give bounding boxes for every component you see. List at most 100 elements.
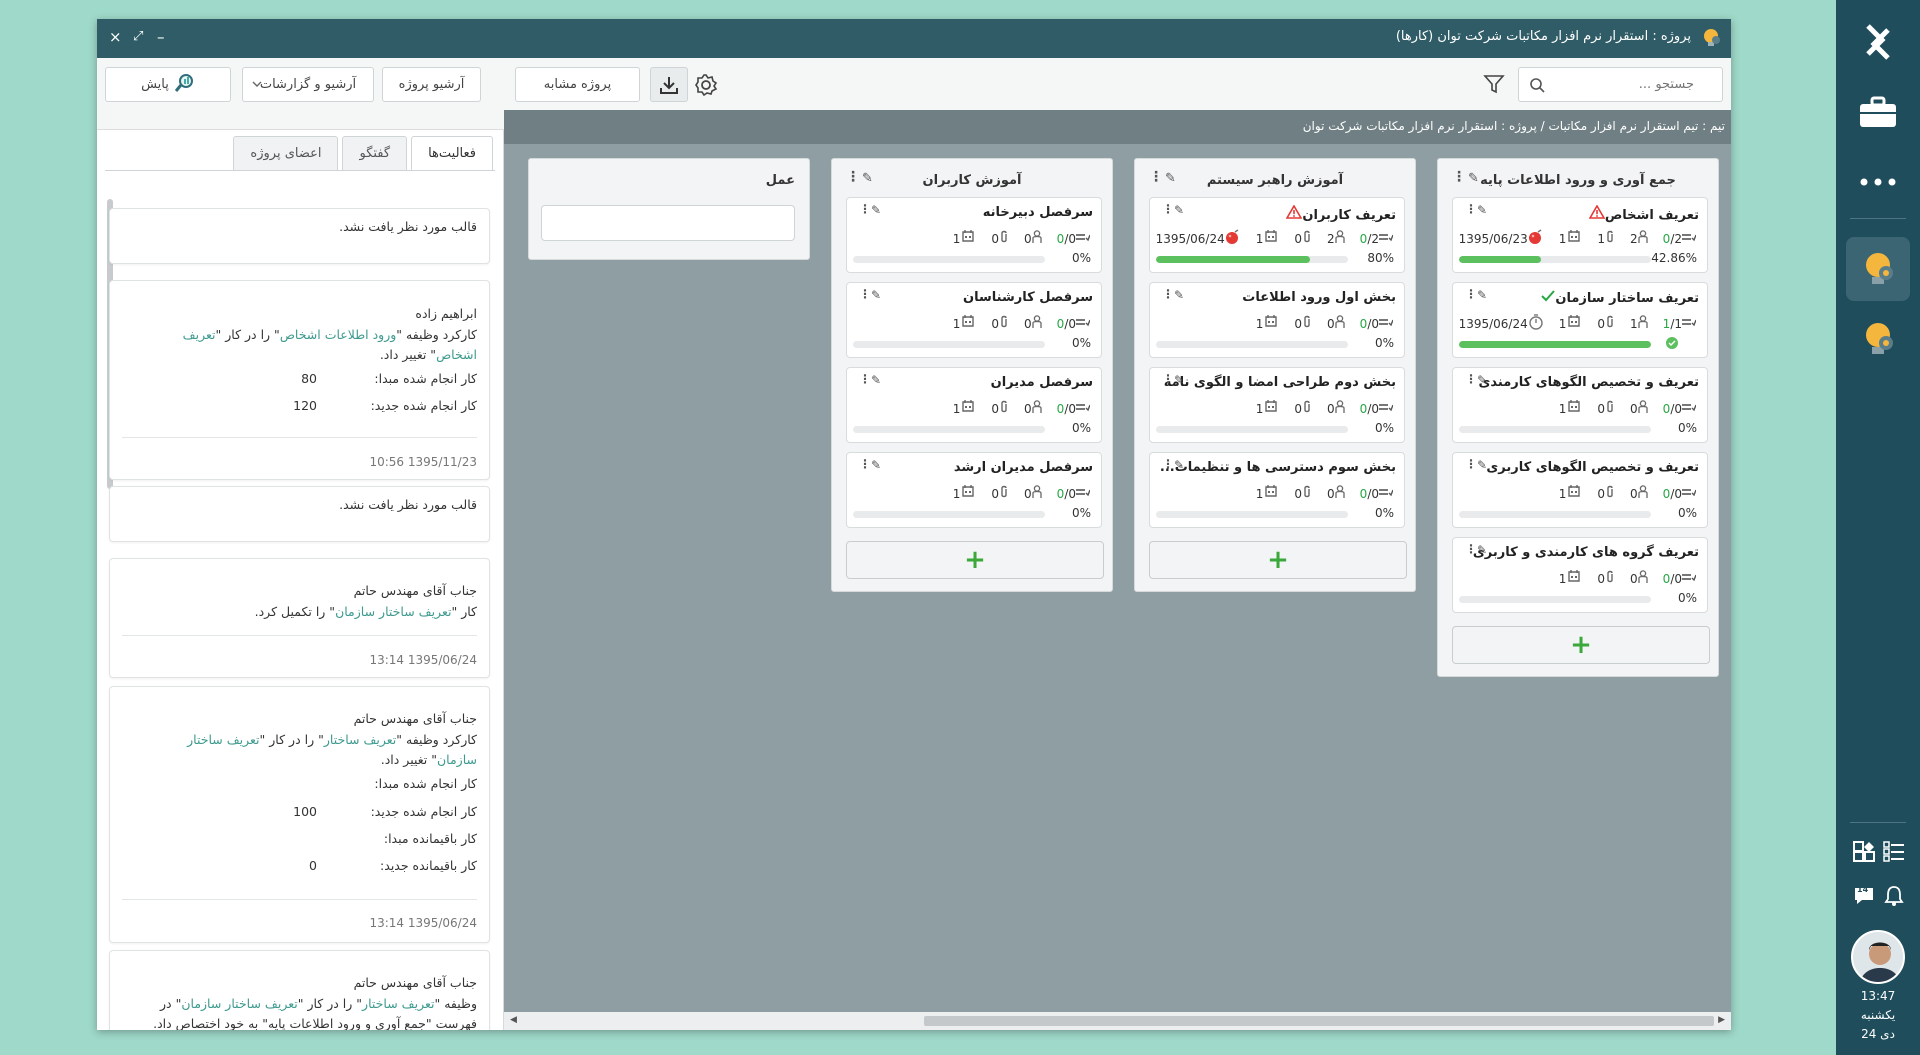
kv-key: کار باقیمانده جدید: <box>380 858 477 873</box>
feed-link[interactable]: تعریف ساختار سازمان <box>181 996 298 1011</box>
edit-task-icon[interactable]: ✎ <box>1174 458 1185 472</box>
briefcase-icon[interactable] <box>1846 80 1910 144</box>
task-menu-icon[interactable]: ⋮ <box>859 372 871 386</box>
progress-fill <box>1459 341 1651 348</box>
task-card[interactable]: تعریف و تخصیص الگوهای کارمندی ✎ ⋮ 0/0 0 0 1 0% <box>1452 367 1708 443</box>
progress-percent: 42.86% <box>1651 251 1697 265</box>
task-card[interactable]: بخش اول ورود اطلاعات ✎ ⋮ 0/0 0 0 1 0% <box>1149 282 1405 358</box>
edit-task-icon[interactable]: ✎ <box>1174 288 1185 302</box>
edit-task-icon[interactable]: ✎ <box>1174 373 1185 387</box>
horizontal-scrollbar[interactable]: ◀ ▶ <box>504 1012 1731 1030</box>
edit-task-icon[interactable]: ✎ <box>871 288 882 302</box>
task-menu-icon[interactable]: ⋮ <box>1465 372 1477 386</box>
edit-task-icon[interactable]: ✎ <box>1174 203 1185 217</box>
feed-link[interactable]: تعریف ساختار <box>187 732 260 747</box>
task-menu-icon[interactable]: ⋮ <box>1162 372 1174 386</box>
task-menu-icon[interactable]: ⋮ <box>859 202 871 216</box>
scroll-right-icon[interactable]: ▶ <box>1718 1015 1725 1025</box>
messages-icon[interactable]: 14 <box>1850 882 1878 910</box>
subtasks-total: /2 <box>1367 232 1379 246</box>
task-card[interactable]: سرفصل کارشناسان ✎ ⋮ 0/0 0 0 1 0% <box>846 282 1102 358</box>
more-icon[interactable] <box>1846 150 1910 214</box>
task-menu-icon[interactable]: ⋮ <box>859 457 871 471</box>
task-card[interactable]: تعریف و تخصیص الگوهای کاربری ✎ ⋮ 0/0 0 0 1 0% <box>1452 452 1708 528</box>
column-menu-icon[interactable]: ⋮ <box>1149 169 1163 185</box>
task-card[interactable]: بخش سوم دسترسی ها و تنظیمات... ✎ ⋮ 0/0 0 0 1 0% <box>1149 452 1405 528</box>
tab-project-members[interactable]: اعضای پروژه <box>233 136 339 170</box>
task-list-icon[interactable] <box>1880 838 1908 866</box>
task-menu-icon[interactable]: ⋮ <box>1162 287 1174 301</box>
widgets-icon[interactable] <box>1850 838 1878 866</box>
stat-value: 2 <box>1327 232 1335 246</box>
task-menu-icon[interactable]: ⋮ <box>1465 457 1477 471</box>
close-button[interactable]: × <box>109 28 122 46</box>
search-icon <box>1529 77 1545 96</box>
task-menu-icon[interactable]: ⋮ <box>1162 457 1174 471</box>
column-menu-icon[interactable]: ⋮ <box>1452 169 1466 185</box>
search-input[interactable] <box>1544 68 1694 101</box>
scrollbar-thumb[interactable] <box>924 1016 1714 1026</box>
avatar[interactable] <box>1851 930 1905 984</box>
subtasks-done: 0 <box>1056 232 1065 246</box>
feed-user: جناب آقای مهندس حاتم <box>353 583 477 598</box>
project-icon-active[interactable] <box>1846 237 1910 301</box>
settings-gear-icon[interactable] <box>694 73 718 100</box>
archive-reports-dropdown[interactable]: آرشیو و گزارشات <box>242 67 374 102</box>
tab-activities[interactable]: فعالیت‌ها <box>411 136 493 170</box>
new-column-input[interactable] <box>541 205 795 241</box>
comments-icon <box>1263 315 1279 333</box>
task-menu-icon[interactable]: ⋮ <box>1465 202 1477 216</box>
task-card[interactable]: تعریف اشخاص ✎ ⋮ 0/2 2 1 1 1395/06/23 42.86% <box>1452 197 1708 273</box>
feed-link[interactable]: تعریف <box>182 327 216 342</box>
feed-divider <box>122 635 477 636</box>
edit-task-icon[interactable]: ✎ <box>871 203 882 217</box>
task-card[interactable]: سرفصل مدیران ✎ ⋮ 0/0 0 0 1 0% <box>846 367 1102 443</box>
add-task-button[interactable]: + <box>1452 626 1710 664</box>
monitor-button[interactable]: پایش <box>105 67 231 102</box>
feed-link[interactable]: تعریف ساختار <box>323 732 397 747</box>
feed-link[interactable]: ورود اطلاعات اشخاص <box>279 327 397 342</box>
column-menu-icon[interactable]: ⋮ <box>846 169 860 185</box>
task-menu-icon[interactable]: ⋮ <box>1162 202 1174 216</box>
edit-task-icon[interactable]: ✎ <box>1477 543 1488 557</box>
subtasks-icon <box>1076 317 1091 332</box>
add-task-button[interactable]: + <box>1149 541 1407 579</box>
task-card[interactable]: بخش دوم طراحی امضا و الگوی نامه ✎ ⋮ 0/0 0 0 1 0… <box>1149 367 1405 443</box>
archive-project-button[interactable]: آرشیو پروژه <box>382 67 481 102</box>
edit-task-icon[interactable]: ✎ <box>871 373 882 387</box>
edit-task-icon[interactable]: ✎ <box>1477 203 1488 217</box>
task-menu-icon[interactable]: ⋮ <box>1465 542 1477 556</box>
scroll-left-icon[interactable]: ◀ <box>510 1015 517 1025</box>
feed-link[interactable]: اشخاص <box>436 347 477 362</box>
rail-divider-bottom <box>1850 822 1906 823</box>
project-icon[interactable] <box>1846 307 1910 371</box>
edit-task-icon[interactable]: ✎ <box>1477 373 1488 387</box>
edit-column-icon[interactable]: ✎ <box>862 171 873 186</box>
minimize-button[interactable]: – <box>157 28 165 46</box>
maximize-button[interactable]: ⤢ <box>133 29 144 44</box>
task-card[interactable]: سرفصل دبیرخانه ✎ ⋮ 0/0 0 0 1 0% <box>846 197 1102 273</box>
task-card[interactable]: تعریف ساختار سازمان ✎ ⋮ 1/1 1 0 1 1395/06/24 <box>1452 282 1708 358</box>
task-menu-icon[interactable]: ⋮ <box>859 287 871 301</box>
feed-link[interactable]: سازمان <box>436 752 477 767</box>
download-button[interactable] <box>650 67 688 102</box>
feed-timestamp: 13:14 1395/06/24 <box>369 653 477 667</box>
edit-task-icon[interactable]: ✎ <box>1477 458 1488 472</box>
task-card[interactable]: تعریف گروه های کارمندی و کاربری ✎ ⋮ 0/0 0 0 1 0… <box>1452 537 1708 613</box>
feed-link[interactable]: تعریف ساختار <box>362 996 435 1011</box>
task-menu-icon[interactable]: ⋮ <box>1465 287 1477 301</box>
filter-icon[interactable] <box>1483 73 1505 98</box>
edit-task-icon[interactable]: ✎ <box>1477 288 1488 302</box>
task-stats: 0/0 0 0 1 <box>1547 400 1699 418</box>
app-logo-icon[interactable] <box>1846 10 1910 74</box>
tab-chat[interactable]: گفتگو <box>342 136 408 170</box>
edit-column-icon[interactable]: ✎ <box>1468 171 1479 186</box>
edit-column-icon[interactable]: ✎ <box>1165 171 1176 186</box>
task-card[interactable]: تعریف کاربران ✎ ⋮ 0/2 2 0 1 1395/06/24 80% <box>1149 197 1405 273</box>
similar-project-button[interactable]: پروژه مشابه <box>515 67 640 102</box>
feed-link[interactable]: تعریف ساختار سازمان <box>335 604 452 619</box>
bell-icon[interactable] <box>1880 882 1908 910</box>
edit-task-icon[interactable]: ✎ <box>871 458 882 472</box>
task-card[interactable]: سرفصل مدیران ارشد ✎ ⋮ 0/0 0 0 1 0% <box>846 452 1102 528</box>
add-task-button[interactable]: + <box>846 541 1104 579</box>
